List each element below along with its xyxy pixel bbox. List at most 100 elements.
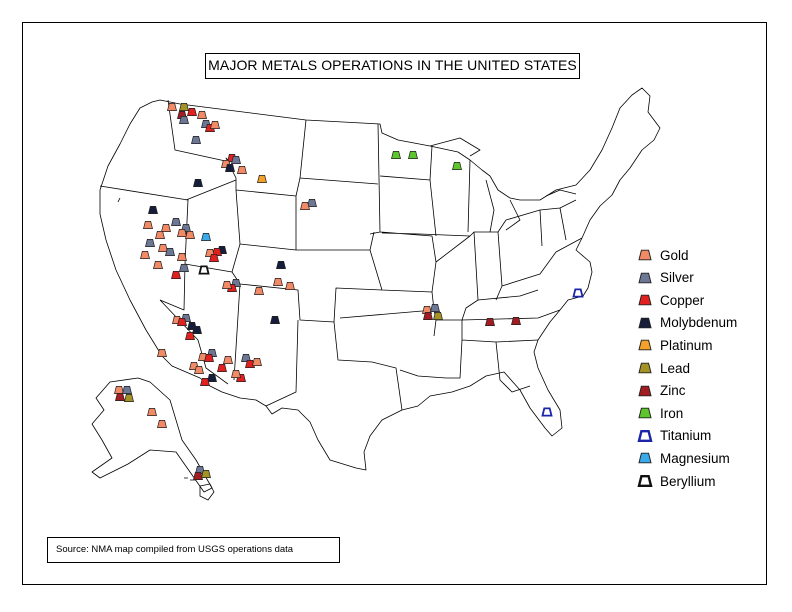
titanium-legend-icon (637, 429, 653, 442)
beryllium-marker (198, 265, 210, 275)
zinc-marker (485, 318, 495, 326)
silver-marker (122, 386, 132, 394)
gold-marker (194, 366, 204, 374)
silver-marker (179, 264, 189, 272)
copper-marker (185, 332, 195, 340)
titanium-legend-swatch (637, 429, 653, 442)
molybdenum-marker (193, 179, 203, 187)
map-title: MAJOR METALS OPERATIONS IN THE UNITED ST… (205, 53, 580, 79)
copper-marker (217, 364, 227, 372)
copper-marker (200, 378, 210, 386)
gold-marker (185, 231, 195, 239)
molybdenum-legend-icon (638, 317, 652, 329)
silver-marker (165, 248, 175, 256)
lead-legend-icon (638, 362, 652, 374)
copper-legend-swatch (638, 294, 652, 306)
iron-marker (452, 162, 462, 170)
legend-item-iron: Iron (636, 403, 683, 423)
lead-marker (124, 394, 134, 402)
gold-legend-icon (638, 249, 652, 261)
hawaii-outline (184, 477, 215, 501)
legend-item-copper: Copper (636, 290, 704, 310)
beryllium-legend-swatch (637, 475, 653, 487)
silver-marker (145, 239, 155, 247)
gold-marker (197, 111, 207, 119)
copper-marker (187, 108, 197, 116)
gold-marker (210, 121, 220, 129)
legend-label: Zinc (660, 383, 686, 399)
molybdenum-legend-swatch (638, 317, 652, 329)
iron-legend-icon (638, 407, 652, 419)
source-note: Source: NMA map compiled from USGS opera… (47, 537, 340, 563)
gold-marker (114, 386, 124, 394)
gold-marker (157, 349, 167, 357)
gold-legend-swatch (638, 249, 652, 261)
zinc-marker (115, 393, 125, 401)
iron-marker (408, 151, 418, 159)
legend-label: Platinum (660, 337, 713, 353)
copper-marker (204, 354, 214, 362)
molybdenum-marker (225, 164, 235, 172)
molybdenum-marker (207, 374, 217, 382)
lead-marker (179, 103, 189, 111)
copper-marker (177, 318, 187, 326)
gold-marker (222, 281, 232, 289)
platinum-marker (257, 175, 267, 183)
legend-item-magnesium: Magnesium (636, 448, 730, 468)
legend-item-titanium: Titanium (636, 426, 711, 446)
legend-label: Gold (660, 247, 689, 263)
gold-marker (252, 358, 262, 366)
lead-marker (433, 312, 443, 320)
gold-marker (158, 244, 168, 252)
zinc-marker (423, 312, 433, 320)
copper-legend-icon (638, 294, 652, 306)
zinc-legend-icon (638, 385, 652, 396)
iron-marker (391, 151, 401, 159)
silver-marker (171, 218, 181, 226)
gold-marker (273, 278, 283, 286)
molybdenum-marker (192, 326, 202, 334)
copper-marker (212, 248, 222, 256)
gold-marker (147, 408, 157, 416)
magnesium-marker (201, 233, 211, 241)
platinum-legend-swatch (638, 340, 652, 351)
zinc-marker (511, 317, 521, 325)
legend-label: Titanium (660, 428, 712, 444)
gold-marker (285, 282, 295, 290)
gold-marker (153, 261, 163, 269)
gold-marker (161, 224, 171, 232)
silver-marker (191, 136, 201, 144)
gold-marker (143, 221, 153, 229)
great-lakes (429, 137, 577, 233)
silver-marker (307, 199, 317, 207)
molybdenum-marker (270, 316, 280, 324)
gold-marker (140, 251, 150, 259)
platinum-legend-icon (638, 340, 652, 351)
silver-marker (430, 304, 440, 312)
legend-item-silver: Silver (636, 268, 694, 288)
gold-marker (157, 420, 167, 428)
gold-marker (167, 103, 177, 111)
legend-label: Magnesium (660, 450, 730, 466)
silver-legend-swatch (638, 272, 652, 283)
gold-marker (177, 253, 187, 261)
silver-marker (231, 156, 241, 164)
titanium-marker (541, 407, 553, 417)
silver-legend-icon (638, 272, 652, 283)
gold-marker (177, 229, 187, 237)
lead-marker (201, 470, 211, 478)
gold-marker (254, 287, 264, 295)
legend-item-molybdenum: Molybdenum (636, 313, 737, 333)
molybdenum-marker (276, 261, 286, 269)
legend-item-zinc: Zinc (636, 381, 686, 401)
legend-item-gold: Gold (636, 245, 689, 265)
legend-label: Lead (660, 360, 691, 376)
operations-markers (114, 103, 584, 480)
legend-label: Silver (660, 270, 694, 286)
us-outline (99, 87, 661, 471)
iron-legend-swatch (638, 407, 652, 419)
gold-marker (300, 202, 310, 210)
molybdenum-marker (148, 206, 158, 214)
titanium-marker (572, 288, 584, 298)
